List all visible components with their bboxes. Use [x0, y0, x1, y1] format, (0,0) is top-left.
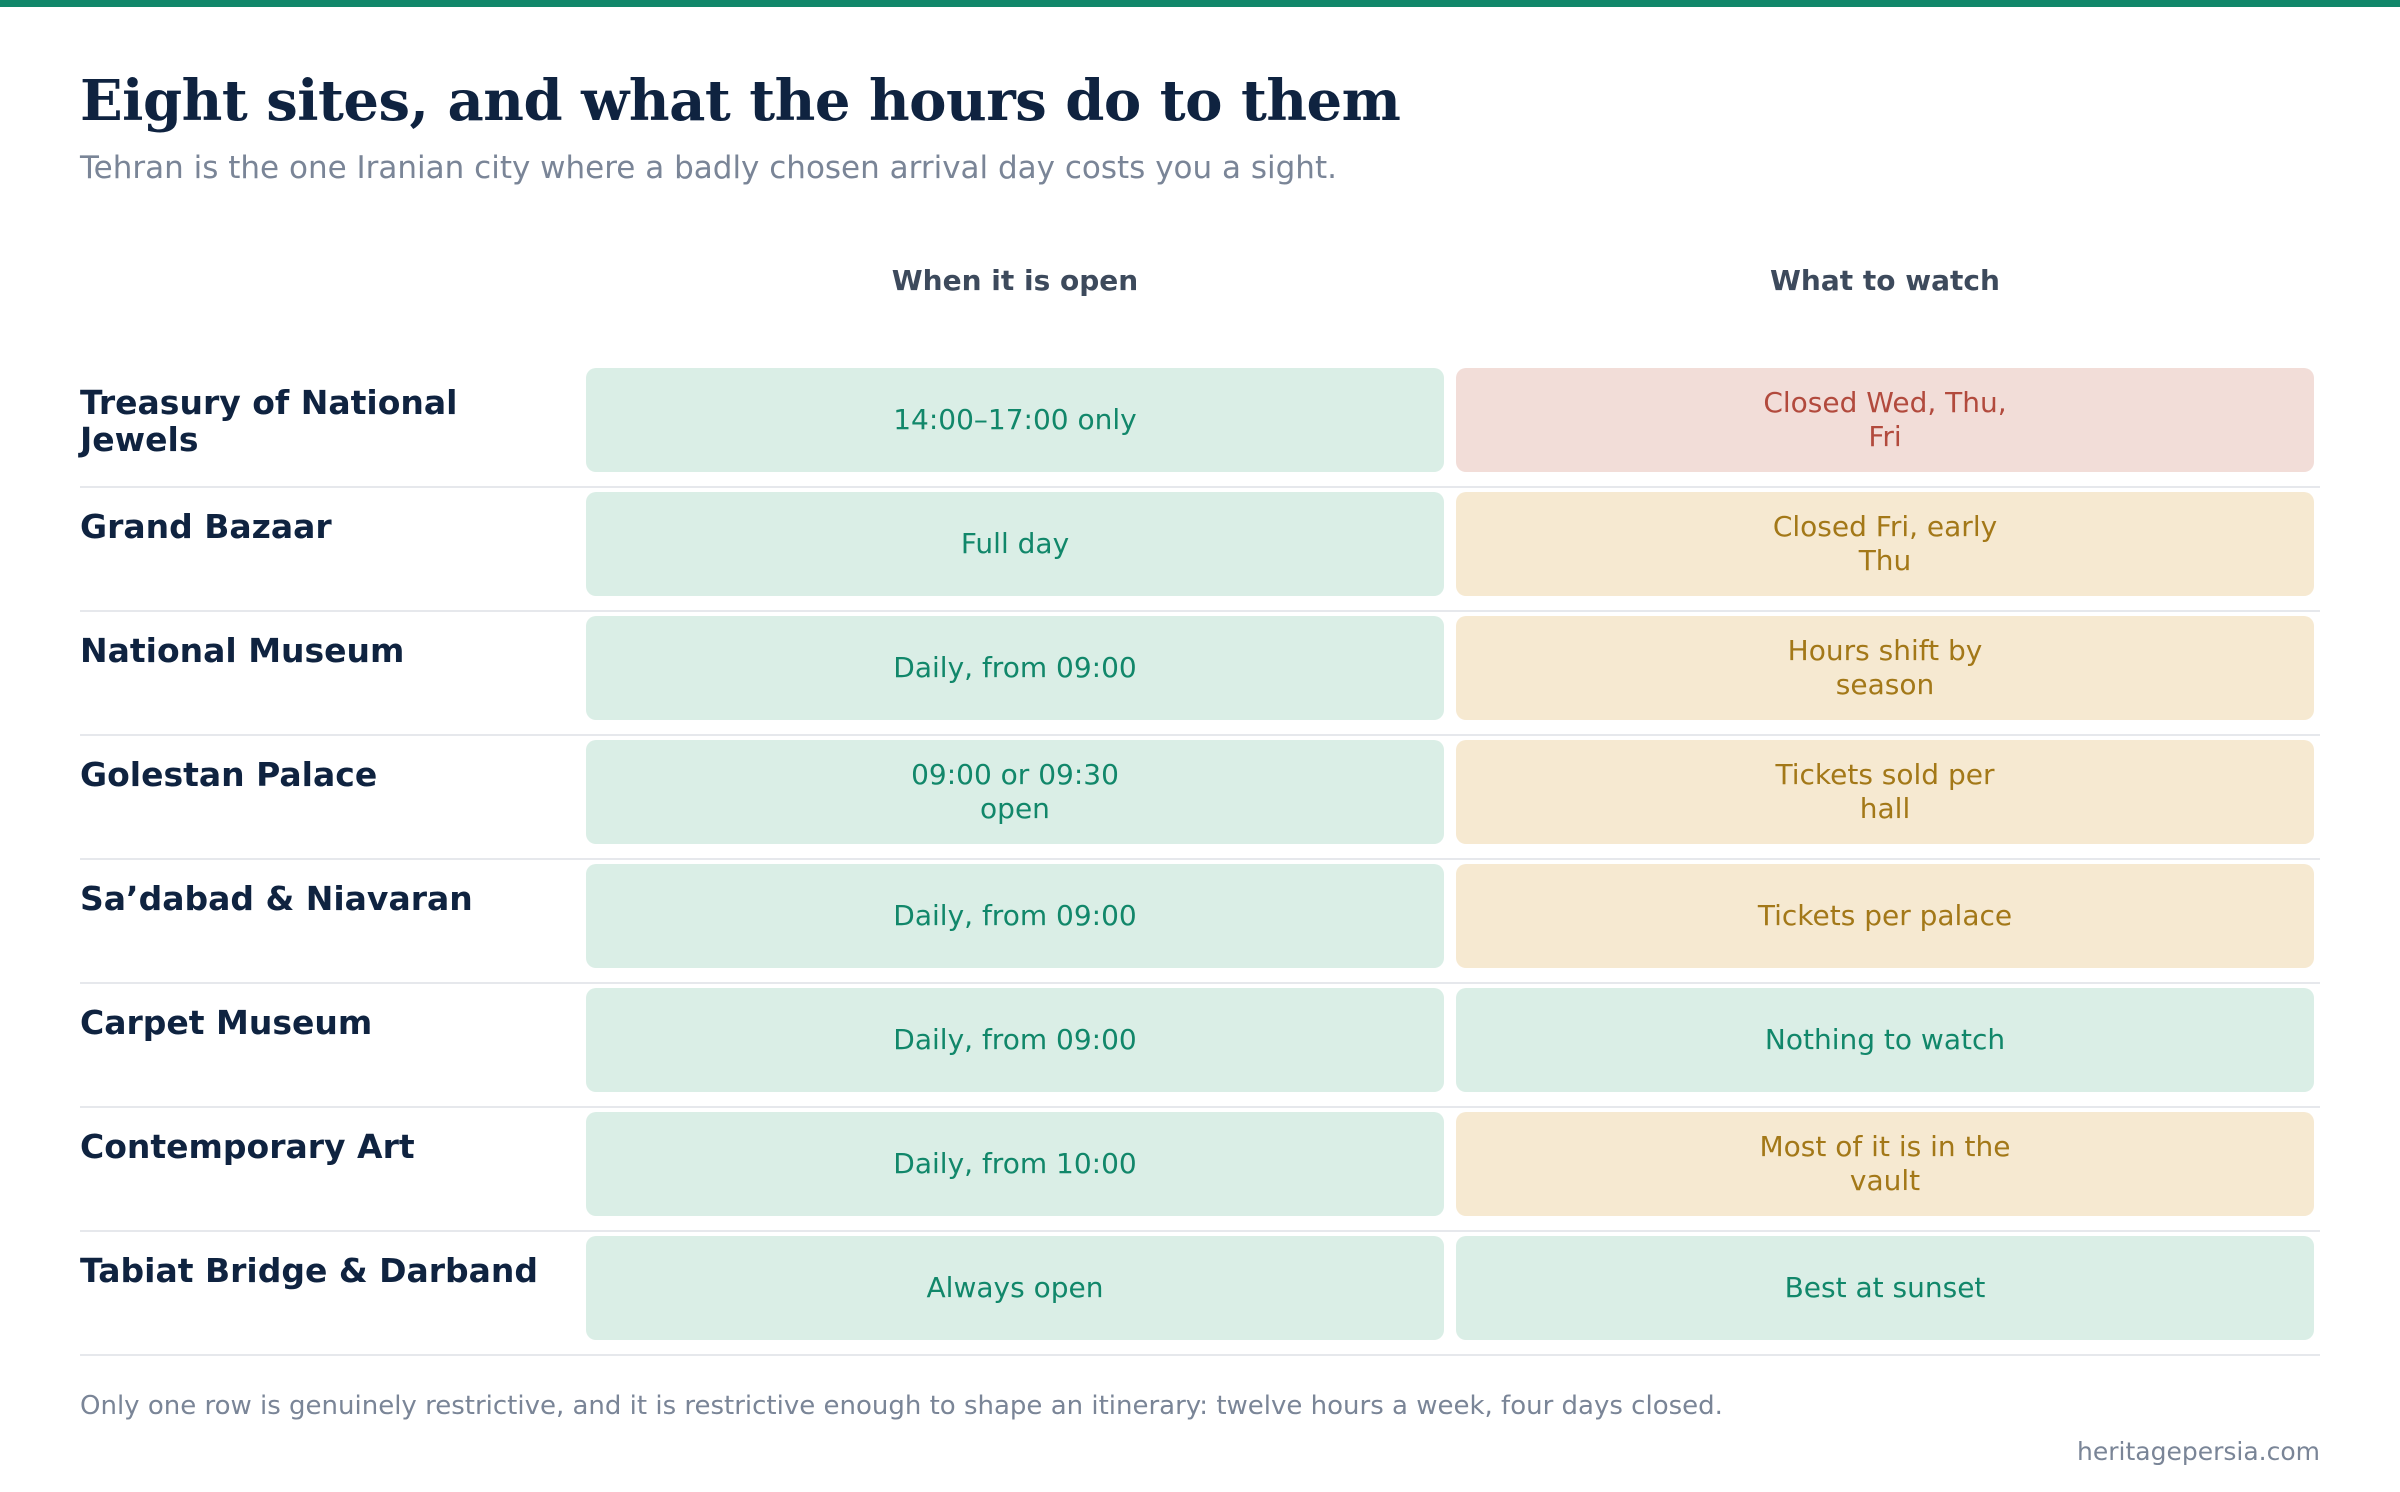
watch-text: Hours shift by season — [1787, 634, 1983, 701]
table-row: Grand Bazaar Full day Closed Fri, early … — [80, 488, 2320, 612]
watch-cell: Hours shift by season — [1456, 616, 2314, 720]
open-hours-cell: Daily, from 09:00 — [586, 988, 1444, 1092]
top-accent-bar — [0, 0, 2400, 7]
watch-text: Tickets sold per hall — [1775, 758, 1995, 825]
open-hours-text: Daily, from 09:00 — [893, 899, 1137, 932]
open-hours-text: Daily, from 09:00 — [893, 651, 1137, 684]
watch-cell: Closed Fri, early Thu — [1456, 492, 2314, 596]
table-row: Carpet Museum Daily, from 09:00 Nothing … — [80, 984, 2320, 1108]
open-hours-text: 09:00 or 09:30 open — [911, 758, 1119, 825]
page-subtitle: Tehran is the one Iranian city where a b… — [80, 150, 1337, 186]
watch-text: Most of it is in the vault — [1759, 1130, 2011, 1197]
site-name: Contemporary Art — [80, 1127, 415, 1166]
column-header-open: When it is open — [891, 264, 1139, 297]
site-name: Carpet Museum — [80, 1003, 373, 1042]
watch-text: Closed Fri, early Thu — [1772, 510, 1998, 577]
site-name: Sa’dabad & Niavaran — [80, 879, 473, 918]
site-name: National Museum — [80, 631, 405, 670]
open-hours-cell: 09:00 or 09:30 open — [586, 740, 1444, 844]
open-hours-cell: Daily, from 09:00 — [586, 864, 1444, 968]
open-hours-cell: Daily, from 09:00 — [586, 616, 1444, 720]
watch-text: Nothing to watch — [1764, 1023, 2006, 1056]
open-hours-cell: 14:00–17:00 only — [586, 368, 1444, 472]
table-row: Tabiat Bridge & Darband Always open Best… — [80, 1232, 2320, 1356]
open-hours-text: Daily, from 09:00 — [893, 1023, 1137, 1056]
footnote: Only one row is genuinely restrictive, a… — [80, 1391, 1723, 1421]
open-hours-cell: Daily, from 10:00 — [586, 1112, 1444, 1216]
table-row: Contemporary Art Daily, from 10:00 Most … — [80, 1108, 2320, 1232]
watch-cell: Tickets per palace — [1456, 864, 2314, 968]
watch-text: Closed Wed, Thu, Fri — [1763, 386, 2007, 453]
watch-text: Tickets per palace — [1757, 899, 2013, 932]
site-name: Grand Bazaar — [80, 507, 332, 546]
site-name: Tabiat Bridge & Darband — [80, 1251, 539, 1290]
open-hours-text: Always open — [926, 1271, 1104, 1304]
site-name: Treasury of National Jewels — [80, 383, 458, 459]
open-hours-text: Daily, from 10:00 — [893, 1147, 1137, 1180]
watch-cell: Tickets sold per hall — [1456, 740, 2314, 844]
watch-cell: Best at sunset — [1456, 1236, 2314, 1340]
table-row: Golestan Palace 09:00 or 09:30 open Tick… — [80, 736, 2320, 860]
watch-cell: Most of it is in the vault — [1456, 1112, 2314, 1216]
open-hours-text: 14:00–17:00 only — [893, 403, 1137, 436]
open-hours-cell: Always open — [586, 1236, 1444, 1340]
watch-cell: Closed Wed, Thu, Fri — [1456, 368, 2314, 472]
table-row: National Museum Daily, from 09:00 Hours … — [80, 612, 2320, 736]
column-header-watch: What to watch — [1770, 264, 2000, 297]
source-credit: heritagepersia.com — [2077, 1437, 2320, 1466]
table-row: Sa’dabad & Niavaran Daily, from 09:00 Ti… — [80, 860, 2320, 984]
watch-text: Best at sunset — [1784, 1271, 1986, 1304]
watch-cell: Nothing to watch — [1456, 988, 2314, 1092]
sites-table: Treasury of National Jewels 14:00–17:00 … — [80, 364, 2320, 1356]
page-title: Eight sites, and what the hours do to th… — [80, 68, 1401, 134]
table-row: Treasury of National Jewels 14:00–17:00 … — [80, 364, 2320, 488]
site-name: Golestan Palace — [80, 755, 378, 794]
open-hours-text: Full day — [960, 527, 1070, 560]
open-hours-cell: Full day — [586, 492, 1444, 596]
